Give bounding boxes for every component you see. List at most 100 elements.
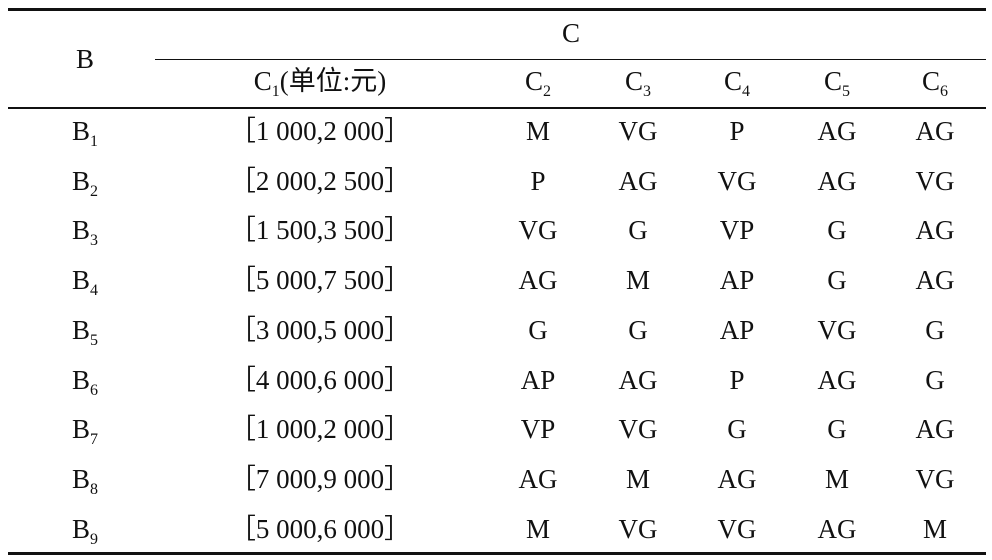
base: B	[71, 513, 90, 544]
subscript: 3	[643, 83, 651, 100]
cell: G	[737, 414, 937, 444]
cell: ［5 000,6 000］	[220, 514, 420, 544]
subscript: 2	[543, 83, 551, 100]
cell-text: AG	[618, 165, 658, 196]
cell: P	[637, 116, 837, 146]
cell: ［7 000,9 000］	[220, 464, 420, 494]
cell: AP	[637, 315, 837, 345]
cell-text: AG	[915, 265, 955, 296]
subscript: 6	[90, 381, 98, 399]
cell-text: AG	[915, 215, 955, 246]
cell-text: ［1 000,2 000］	[228, 116, 412, 146]
cell: AG	[538, 365, 738, 395]
column-header: C1(单位:元)	[220, 66, 420, 107]
cell-text: AP	[719, 265, 755, 296]
cell: ［1 000,2 000］	[220, 414, 420, 444]
cell-text: VG	[518, 215, 558, 246]
cell: AG	[737, 514, 937, 544]
cell-text: ［1 000,2 000］	[228, 414, 412, 445]
cell: M	[538, 265, 738, 295]
cell: G	[835, 315, 992, 345]
cell-text: G	[925, 314, 945, 345]
cell-text: VG	[817, 314, 857, 345]
column-header: C4	[637, 66, 837, 107]
cell-text: ［2 000,2 500］	[228, 165, 412, 196]
cell: G	[538, 315, 738, 345]
base: B	[71, 414, 90, 445]
cell-text: AP	[719, 314, 755, 345]
base: C	[524, 66, 543, 96]
column-header: C2	[438, 66, 638, 107]
cell-text: AG	[518, 265, 558, 296]
cell: P	[637, 365, 837, 395]
cell-text: VG	[717, 513, 757, 544]
cell: M	[835, 514, 992, 544]
row-label: B8	[0, 464, 185, 505]
base: B	[71, 265, 90, 296]
base: B	[71, 314, 90, 345]
cell-text: G	[528, 314, 548, 345]
base: C	[823, 66, 842, 96]
cell-text: G	[727, 414, 747, 445]
cell: P	[438, 166, 638, 196]
base: C	[624, 66, 643, 96]
cell-text: G	[925, 364, 945, 395]
cell: M	[538, 464, 738, 494]
cell-text: M	[525, 513, 550, 544]
cell: AG	[835, 116, 992, 146]
cell-text: P	[729, 364, 745, 395]
cell-text: AG	[915, 116, 955, 146]
cell-text: VG	[915, 463, 955, 494]
cell-text: ［3 000,5 000］	[228, 314, 412, 345]
cell: AG	[835, 215, 992, 245]
row-label: B9	[0, 514, 185, 555]
cell: VP	[438, 414, 638, 444]
cell: VG	[538, 116, 738, 146]
base: B	[71, 165, 90, 196]
row-label: B5	[0, 315, 185, 356]
header-rule	[8, 107, 986, 109]
row-header: B	[75, 44, 94, 74]
cell-text: AP	[520, 364, 556, 395]
subscript: 3	[90, 232, 98, 250]
cell: ［3 000,5 000］	[220, 315, 420, 345]
cell-text: VG	[618, 414, 658, 445]
cell: VG	[637, 514, 837, 544]
base: C	[723, 66, 742, 96]
subscript: 5	[90, 331, 98, 349]
row-label: B6	[0, 365, 185, 406]
cell: G	[835, 365, 992, 395]
cell: VG	[835, 166, 992, 196]
cell-text: AG	[817, 165, 857, 196]
cell: AP	[637, 265, 837, 295]
cell-text: M	[824, 463, 849, 494]
cell: AG	[538, 166, 738, 196]
cell-text: G	[827, 265, 847, 296]
base: B	[71, 116, 90, 146]
cell-text: ［1 500,3 500］	[228, 215, 412, 246]
cell: G	[438, 315, 638, 345]
group-header-cell: C	[471, 18, 671, 48]
subscript: 4	[90, 282, 98, 300]
subscript: 4	[742, 83, 750, 100]
subscript: 1	[271, 83, 280, 100]
base: B	[71, 215, 90, 246]
group-header: C	[561, 18, 580, 48]
subscript: 8	[90, 480, 98, 498]
cell-text: VP	[520, 414, 556, 445]
cell: AG	[438, 464, 638, 494]
cell: G	[737, 215, 937, 245]
cell-text: VP	[719, 215, 755, 246]
cell: G	[637, 414, 837, 444]
cell: M	[438, 514, 638, 544]
cell-text: VG	[717, 165, 757, 196]
cell-text: M	[625, 265, 650, 296]
cell-text: ［4 000,6 000］	[228, 364, 412, 395]
cell: AG	[737, 166, 937, 196]
cell: ［1 000,2 000］	[220, 116, 420, 146]
column-header: C3	[538, 66, 738, 107]
cell: ［2 000,2 500］	[220, 166, 420, 196]
cell-text: M	[525, 116, 550, 146]
cell-text: AG	[817, 116, 857, 146]
